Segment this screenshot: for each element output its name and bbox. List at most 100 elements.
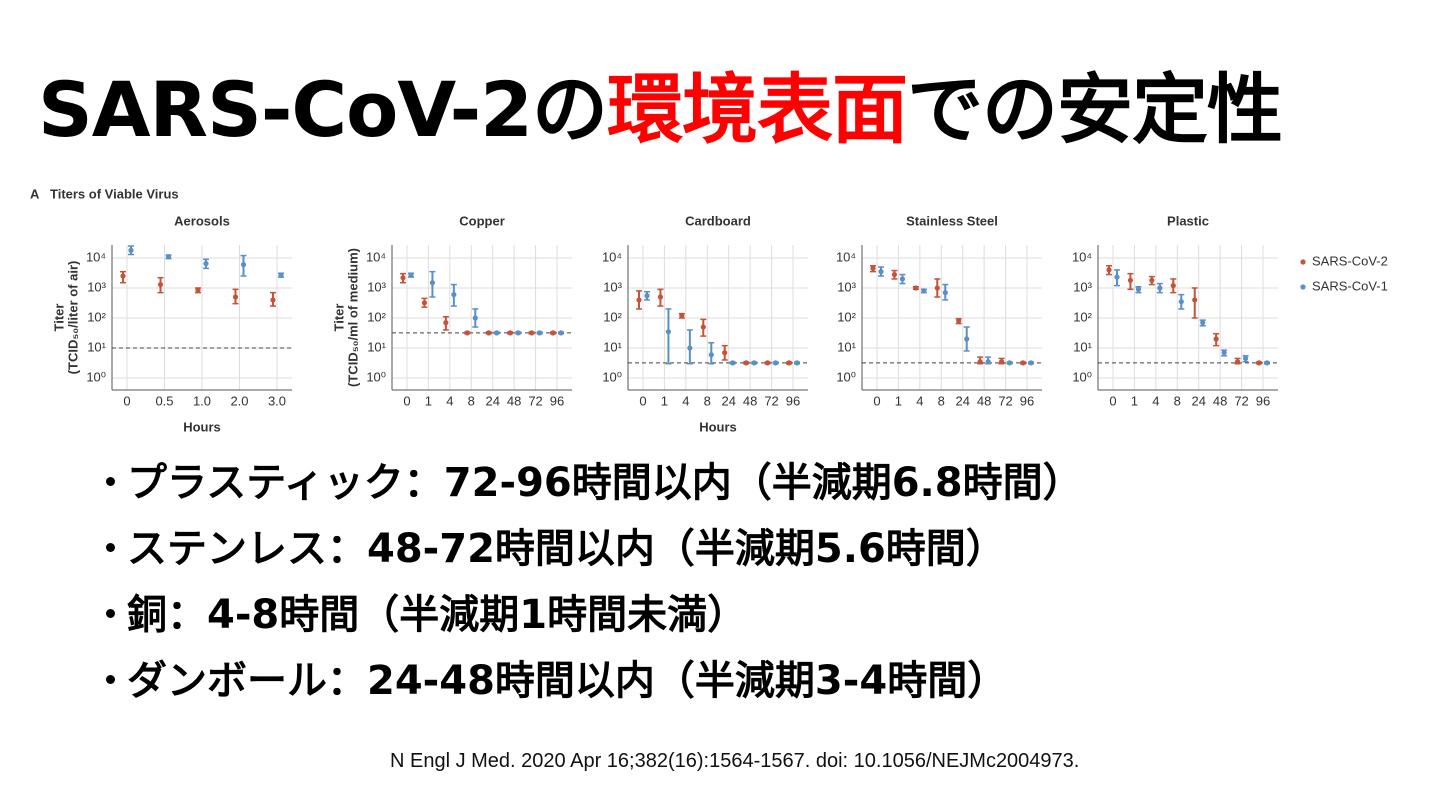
data-point: [203, 260, 209, 267]
x-tick-label: 72: [998, 393, 1012, 408]
bullet-dot: [106, 542, 115, 552]
data-point: [730, 360, 736, 366]
data-point: [772, 360, 779, 366]
data-point: [891, 271, 898, 278]
data-point: [743, 360, 749, 366]
y-tick-label: 10³: [87, 279, 106, 294]
x-tick-label: 4: [446, 393, 453, 408]
y-tick-label: 10¹: [367, 339, 386, 354]
y-axis-label: (TCID₅₀/ml of medium): [345, 248, 360, 387]
y-tick-label: 10²: [87, 309, 106, 324]
data-point: [443, 320, 449, 326]
data-point: [550, 330, 556, 336]
legend-label: SARS-CoV-2: [1312, 253, 1388, 268]
x-tick-label: 1: [425, 393, 432, 408]
data-point: [451, 292, 457, 298]
legend-swatch: [1300, 259, 1306, 265]
data-point: [558, 330, 564, 336]
data-point: [786, 360, 792, 366]
y-tick-label: 10⁰: [86, 369, 106, 384]
x-tick-label: 1: [895, 393, 902, 408]
data-point: [878, 269, 884, 275]
y-tick-label: 10²: [603, 309, 622, 324]
y-tick-label: 10⁴: [836, 249, 856, 264]
data-point: [1028, 360, 1034, 366]
data-point: [1006, 360, 1013, 366]
x-tick-label: 96: [786, 393, 800, 408]
x-tick-label: 3.0: [268, 393, 286, 408]
data-point: [429, 280, 436, 286]
y-tick-label: 10⁴: [602, 249, 622, 264]
data-point: [687, 345, 693, 351]
panel-title: Stainless Steel: [906, 213, 998, 228]
panel-title: Cardboard: [685, 213, 751, 228]
data-point: [985, 359, 991, 365]
x-tick-label: 48: [507, 393, 521, 408]
heading-part: SARS-CoV-2の: [38, 65, 608, 154]
data-point: [1020, 360, 1026, 366]
x-tick-label: 8: [1174, 393, 1181, 408]
bullet-item: ダンボール：24-48時間以内（半減期3-4時間）: [100, 648, 1083, 714]
y-tick-label: 10⁰: [1072, 369, 1092, 384]
y-tick-label: 10¹: [603, 339, 622, 354]
y-axis-label: (TCID₅₀/liter of air): [65, 261, 80, 375]
y-tick-label: 10³: [603, 279, 622, 294]
x-tick-label: 96: [1256, 393, 1270, 408]
data-point: [636, 297, 642, 303]
data-point: [165, 254, 172, 260]
x-tick-label: 24: [485, 393, 499, 408]
x-tick-label: 48: [1213, 393, 1227, 408]
x-tick-label: 0.5: [155, 393, 173, 408]
data-point: [657, 294, 664, 300]
data-point: [278, 272, 284, 278]
data-point: [1234, 359, 1241, 365]
bullet-list: プラスティック：72-96時間以内（半減期6.8時間） ステンレス：48-72時間…: [100, 450, 1083, 714]
data-point: [128, 247, 134, 253]
data-point: [1213, 336, 1219, 342]
data-point: [956, 318, 962, 324]
x-tick-label: 72: [528, 393, 542, 408]
y-tick-label: 10¹: [837, 339, 856, 354]
figure-title: Titers of Viable Virus: [50, 186, 179, 201]
y-axis-label: Titer: [331, 304, 346, 332]
bullet-item: プラスティック：72-96時間以内（半減期6.8時間）: [100, 450, 1083, 516]
data-point: [1264, 360, 1270, 366]
y-tick-label: 10⁰: [836, 369, 856, 384]
data-point: [1127, 277, 1134, 283]
heading: SARS-CoV-2の環境表面での安定性: [38, 48, 1283, 158]
x-tick-label: 24: [1191, 393, 1205, 408]
panel-title: Plastic: [1167, 213, 1209, 228]
data-point: [1114, 274, 1120, 280]
x-tick-label: 24: [955, 393, 969, 408]
data-point: [1135, 286, 1142, 292]
x-tick-label: 96: [550, 393, 564, 408]
x-tick-label: 8: [938, 393, 945, 408]
data-point: [764, 360, 771, 366]
data-point: [1256, 360, 1262, 366]
x-tick-label: 48: [743, 393, 757, 408]
data-point: [899, 276, 906, 282]
bullet-item: ステンレス：48-72時間以内（半減期5.6時間）: [100, 516, 1083, 582]
y-tick-label: 10⁴: [1072, 249, 1092, 264]
figure: A Titers of Viable Virus Aerosols 10⁰ 10¹ 1…: [30, 186, 1388, 434]
data-point: [934, 285, 940, 291]
x-tick-label: 1: [1131, 393, 1138, 408]
bullet-dot: [106, 608, 115, 618]
x-tick-label: 4: [1152, 393, 1159, 408]
data-point: [751, 360, 757, 366]
x-axis-label: Hours: [699, 419, 737, 434]
y-tick-label: 10²: [367, 309, 386, 324]
data-point: [1157, 285, 1163, 291]
x-tick-label: 96: [1020, 393, 1034, 408]
data-point: [1221, 350, 1227, 356]
panel-title: Aerosols: [174, 213, 230, 228]
x-tick-label: 4: [916, 393, 923, 408]
bullet-dot: [106, 476, 115, 486]
x-tick-label: 0: [403, 393, 410, 408]
data-point: [232, 294, 239, 300]
bullet-text: プラスティック：72-96時間以内（半減期6.8時間）: [127, 460, 1083, 506]
x-tick-label: 0: [873, 393, 880, 408]
data-point: [536, 330, 543, 336]
data-point: [408, 272, 414, 278]
